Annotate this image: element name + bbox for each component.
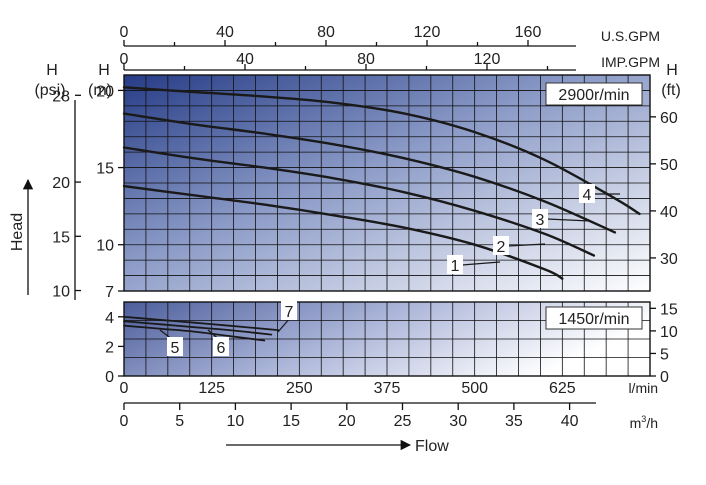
us-gpm-tick-label: 120 xyxy=(414,24,441,41)
us-gpm-tick-label: 40 xyxy=(216,24,234,41)
ft-tick-label: 50 xyxy=(660,157,678,174)
m3h-tick-label: 5 xyxy=(175,413,184,430)
imp-gpm-tick-label: 40 xyxy=(236,51,254,68)
curve-label-2: 2 xyxy=(497,239,506,256)
psi-ticks: 28 20 15 10 xyxy=(52,88,81,301)
curve-labels: 1 2 3 4 5 6 7 xyxy=(159,184,620,357)
psi-tick-label: 28 xyxy=(52,88,70,105)
ft-tick-label: 40 xyxy=(660,204,678,221)
m3h-tick-label: 15 xyxy=(282,413,300,430)
us-gpm-ticks: 0 40 80 120 160 xyxy=(120,24,542,46)
head-m-tick-label: 20 xyxy=(96,83,114,100)
psi-tick-label: 15 xyxy=(52,229,70,246)
m3h-tick-label: 35 xyxy=(505,413,523,430)
head-m-tick-label: 15 xyxy=(96,161,114,178)
curve-7 xyxy=(123,315,280,331)
ft-tick-label: 5 xyxy=(660,346,669,363)
curve-5 xyxy=(123,324,266,342)
curve-1 xyxy=(122,184,564,280)
curve-label-bg-3 xyxy=(532,209,548,228)
curve-label-bg-4 xyxy=(579,184,595,203)
m3h-tick-label: 20 xyxy=(338,413,356,430)
lmin-axis-label: l/min xyxy=(628,380,658,396)
head-m-tick-label: 2 xyxy=(105,339,114,356)
head-m-axis-unit: (m) xyxy=(88,82,112,99)
lmin-tick-label: 500 xyxy=(461,380,488,397)
imp-gpm-ticks: 0 40 80 120 xyxy=(120,51,549,70)
m3h-tick-label: 10 xyxy=(227,413,245,430)
lmin-tick-label: 625 xyxy=(549,380,576,397)
lmin-tick-label: 375 xyxy=(374,380,401,397)
us-gpm-axis-label: U.S.GPM xyxy=(601,28,660,44)
head-m-tick-label: 0 xyxy=(105,369,114,386)
head-m-tick-label: 10 xyxy=(96,238,114,255)
m3h-tick-label: 0 xyxy=(120,413,129,430)
m3h-tick-label: 40 xyxy=(561,413,579,430)
m3h-tick-label: 30 xyxy=(449,413,467,430)
lmin-tick-label: 125 xyxy=(198,380,225,397)
lmin-tick-label: 250 xyxy=(286,380,313,397)
curve-label-6: 6 xyxy=(217,340,226,357)
speed-box-upper xyxy=(545,82,643,106)
us-gpm-tick-label: 0 xyxy=(120,24,129,41)
us-gpm-tick-label: 160 xyxy=(515,24,542,41)
curve-label-bg-7 xyxy=(281,301,297,320)
us-gpm-tick-label: 80 xyxy=(317,24,335,41)
ft-tick-label: 15 xyxy=(660,301,678,318)
psi-tick-label: 10 xyxy=(52,284,70,301)
curve-label-4: 4 xyxy=(583,187,592,204)
curve-label-bg-1 xyxy=(447,255,463,274)
head-psi-axis-unit: (psi) xyxy=(34,82,65,99)
curve-label-7: 7 xyxy=(285,304,294,321)
leader-2 xyxy=(507,243,546,247)
lmin-ticks: 0 125 250 375 500 625 xyxy=(120,380,576,397)
head-m-tick-label: 7 xyxy=(105,284,114,301)
head-ft-axis-label-top: H xyxy=(666,62,678,79)
curve-label-5: 5 xyxy=(171,340,180,357)
flow-label: Flow xyxy=(415,438,449,455)
curve-label-bg-6 xyxy=(213,337,229,356)
m3h-tick-label: 25 xyxy=(394,413,412,430)
lower-panel-frame xyxy=(123,301,651,377)
lmin-tick-label: 0 xyxy=(120,380,129,397)
speed-label-upper: 2900r/min xyxy=(558,87,629,104)
speed-label-lower: 1450r/min xyxy=(558,311,629,328)
curve-label-3: 3 xyxy=(536,212,545,229)
curve-3 xyxy=(122,112,617,234)
curve-2 xyxy=(122,146,596,257)
imp-gpm-tick-label: 0 xyxy=(120,51,129,68)
leader-1 xyxy=(461,261,501,266)
m3h-axis-label: m3/h xyxy=(630,414,658,431)
curve-label-bg-5 xyxy=(167,337,183,356)
ft-tick-label: 10 xyxy=(660,324,678,341)
head-psi-axis-label-top: H xyxy=(46,62,58,79)
upper-panel-frame xyxy=(123,74,651,292)
curve-label-1: 1 xyxy=(451,258,460,275)
imp-gpm-axis-label: IMP.GPM xyxy=(601,54,660,70)
ft-tick-label: 60 xyxy=(660,110,678,127)
head-label: Head xyxy=(9,213,26,251)
head-m-axis-label-top: H xyxy=(98,62,110,79)
head-ft-axis-unit: (ft) xyxy=(661,82,681,99)
ft-tick-label: 0 xyxy=(660,369,669,386)
imp-gpm-tick-label: 80 xyxy=(357,51,375,68)
ft-tick-label: 30 xyxy=(660,251,678,268)
imp-gpm-tick-label: 120 xyxy=(474,51,501,68)
curve-6 xyxy=(123,320,273,336)
m3h-ticks: 0 5 10 15 20 25 30 35 40 xyxy=(120,403,579,430)
psi-tick-label: 20 xyxy=(52,175,70,192)
leader-3 xyxy=(546,218,591,222)
speed-box-lower xyxy=(545,306,643,330)
head-m-tick-label: 4 xyxy=(105,310,114,327)
curve-label-bg-2 xyxy=(493,236,509,255)
